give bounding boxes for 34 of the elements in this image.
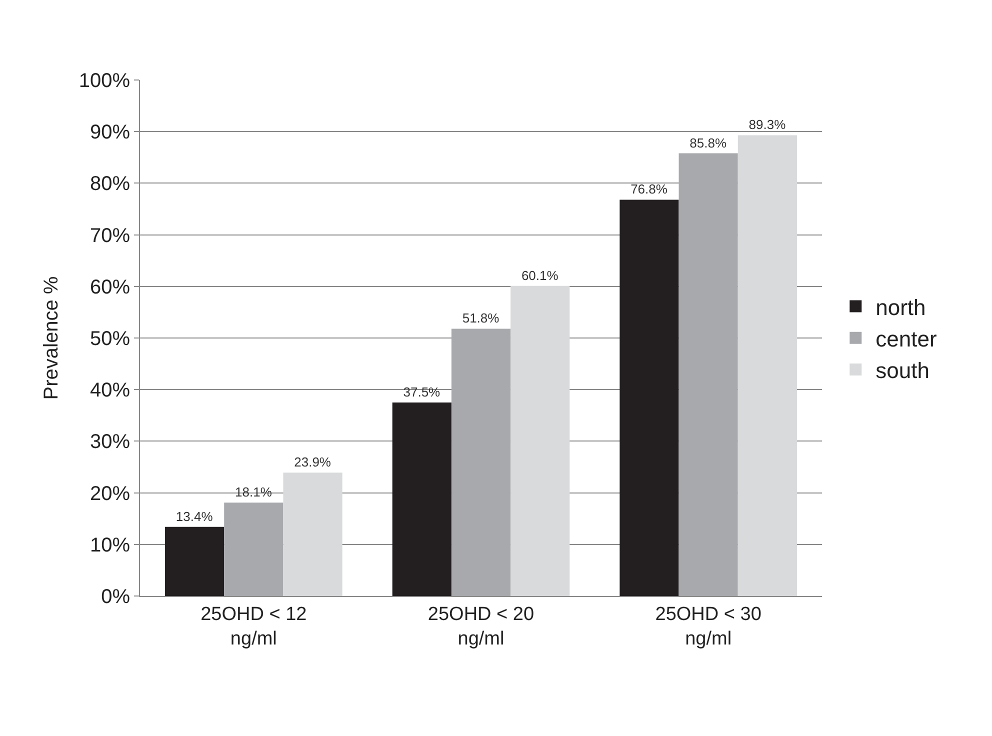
y-tick-label: 20% bbox=[90, 482, 130, 505]
data-label: 76.8% bbox=[630, 182, 668, 197]
y-tick-label: 70% bbox=[90, 224, 130, 247]
data-label: 51.8% bbox=[462, 310, 500, 326]
data-label: 13.4% bbox=[176, 508, 214, 524]
y-tick-label: 60% bbox=[90, 276, 130, 298]
legend-label: south bbox=[876, 358, 930, 384]
y-tick-label: 0% bbox=[101, 586, 130, 608]
y-tick-label: 10% bbox=[90, 534, 130, 556]
bar bbox=[678, 153, 738, 596]
legend-label: center bbox=[876, 326, 937, 352]
data-label: 23.9% bbox=[294, 454, 332, 470]
bar bbox=[451, 328, 511, 596]
y-tick-label: 100% bbox=[78, 70, 130, 92]
y-tick-label: 30% bbox=[90, 431, 130, 454]
data-label: 60.1% bbox=[521, 268, 559, 283]
y-tick-label: 80% bbox=[90, 173, 130, 196]
bar bbox=[510, 286, 570, 596]
y-tick-label: 40% bbox=[90, 380, 130, 402]
bar bbox=[165, 526, 224, 596]
x-tick-label: 25OHD < 30 ng/ml bbox=[655, 604, 762, 650]
y-tick-label: 50% bbox=[90, 328, 130, 350]
y-axis-title: Prevalence % bbox=[40, 276, 62, 400]
x-tick-label: 25OHD < 20 ng/ml bbox=[428, 604, 534, 650]
bar bbox=[224, 502, 284, 596]
y-tick-label: 90% bbox=[90, 122, 130, 144]
bar bbox=[620, 200, 679, 596]
data-label: 89.3% bbox=[748, 117, 786, 132]
bar bbox=[283, 472, 342, 596]
x-tick-label: 25OHD < 12 ng/ml bbox=[200, 604, 307, 650]
bar bbox=[738, 135, 797, 596]
data-label: 85.8% bbox=[690, 135, 727, 150]
bar bbox=[392, 402, 452, 596]
legend-label: north bbox=[876, 294, 926, 320]
